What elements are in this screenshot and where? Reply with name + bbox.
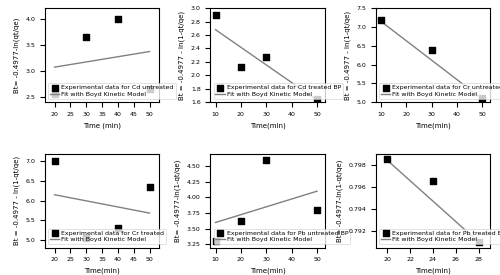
Y-axis label: Bt = -0.4977 - ln(1-qt/qe): Bt = -0.4977 - ln(1-qt/qe) <box>178 11 185 100</box>
Experimental data for Cr treated <box>82 235 90 240</box>
Legend: Experimental data for Cd treated BP, Fit with Boyd Kinetic Model: Experimental data for Cd treated BP, Fit… <box>214 83 343 99</box>
Y-axis label: Bt = -0.4977 - ln(1-qt/qe): Bt = -0.4977 - ln(1-qt/qe) <box>14 156 20 245</box>
Legend: Experimental data for Cr untreated BP, Fit with Boyd Kinetic Model: Experimental data for Cr untreated BP, F… <box>379 83 500 99</box>
Experimental data for Pb treated BP <box>474 240 482 244</box>
X-axis label: Time (min): Time (min) <box>83 122 121 129</box>
Experimental data for Cd treated BP <box>262 55 270 59</box>
Experimental data for Cr untreated BP <box>478 96 486 101</box>
Experimental data for Pb untreated BP <box>237 219 245 223</box>
Experimental data for Cr treated <box>146 185 154 189</box>
Legend: Experimental data for Cr treated, Fit with Boyd Kinetic Model: Experimental data for Cr treated, Fit wi… <box>48 229 166 244</box>
Experimental data for Cd untreated <box>50 92 58 97</box>
Experimental data for Cr treated <box>114 226 122 230</box>
X-axis label: Time(min): Time(min) <box>250 268 286 274</box>
Y-axis label: Bt= -0.4977-ln(1-qt/qe): Bt= -0.4977-ln(1-qt/qe) <box>336 160 342 242</box>
Experimental data for Pb untreated BP <box>212 239 220 243</box>
Experimental data for Pb untreated BP <box>313 208 321 212</box>
Experimental data for Cd treated BP <box>212 13 220 17</box>
Experimental data for Cr treated <box>50 159 58 164</box>
Legend: Experimental data for Pb untreated BP, Fit with Boyd Kinetic Model: Experimental data for Pb untreated BP, F… <box>214 229 350 244</box>
Experimental data for Cr untreated BP <box>428 47 436 52</box>
X-axis label: Time(min): Time(min) <box>250 122 286 129</box>
Y-axis label: Bt = -0.4977 - ln(1-qt/qe): Bt = -0.4977 - ln(1-qt/qe) <box>344 11 350 100</box>
Y-axis label: Bt= -0.4977-ln(1-qt/qe): Bt= -0.4977-ln(1-qt/qe) <box>175 160 182 242</box>
Experimental data for Pb treated BP <box>384 157 392 161</box>
Experimental data for Pb untreated BP <box>262 158 270 162</box>
X-axis label: Time(min): Time(min) <box>415 122 451 129</box>
Experimental data for Cd untreated <box>114 16 122 21</box>
Experimental data for Cd untreated <box>82 35 90 39</box>
Experimental data for Cr untreated BP <box>377 17 385 22</box>
Experimental data for Pb treated BP <box>429 179 437 183</box>
Experimental data for Cd untreated <box>146 87 154 91</box>
Experimental data for Cd treated BP <box>313 97 321 101</box>
X-axis label: Time(min): Time(min) <box>84 268 120 274</box>
Y-axis label: Bt= -0.4977-ln(qt/qe): Bt= -0.4977-ln(qt/qe) <box>14 18 20 93</box>
Legend: Experimental data for Cd untreated, Fit with Boyd Kinetic Model: Experimental data for Cd untreated, Fit … <box>48 83 176 99</box>
X-axis label: Time(min): Time(min) <box>415 268 451 274</box>
Experimental data for Cd treated BP <box>237 65 245 69</box>
Legend: Experimental data for Pb treated BP, Fit with Boyd Kinetic Model: Experimental data for Pb treated BP, Fit… <box>379 229 500 244</box>
